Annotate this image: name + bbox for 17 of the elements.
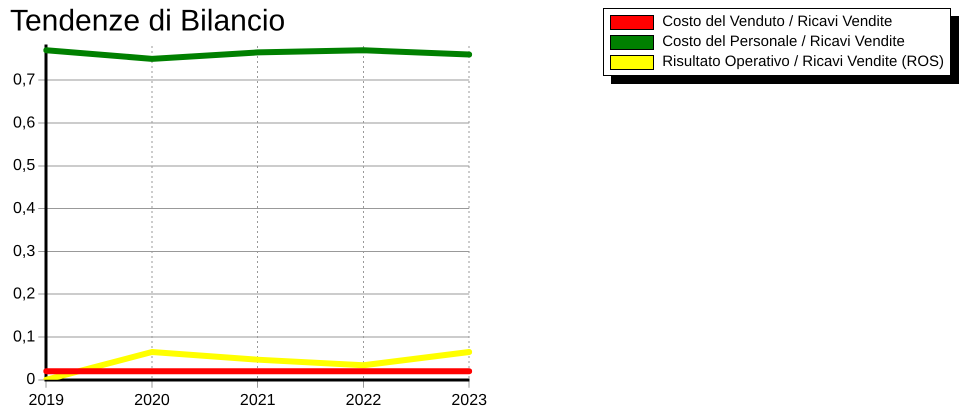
x-tick-label: 2023	[451, 392, 488, 409]
y-tick-label: 0,5	[12, 157, 36, 174]
y-tick-label: 0	[26, 371, 36, 388]
y-tick-label: 0,4	[12, 200, 36, 218]
y-tick-label: 0,7	[12, 72, 36, 89]
y-tick-label: 0,2	[12, 286, 36, 303]
x-tick-label: 2022	[346, 392, 382, 409]
legend-label: Costo del Personale / Ricavi Vendite	[662, 32, 905, 52]
x-tick-label: 2019	[28, 392, 64, 409]
y-tick-label: 0,6	[12, 114, 36, 132]
legend-label: Costo del Venduto / Ricavi Vendite	[662, 12, 892, 32]
y-tick-label: 0,3	[12, 242, 36, 260]
x-tick-label: 2020	[134, 392, 170, 409]
y-tick-label: 0,1	[12, 328, 36, 346]
chart-title: Tendenze di Bilancio	[10, 4, 286, 38]
x-tick-label: 2021	[240, 392, 276, 409]
legend-label: Risultato Operativo / Ricavi Vendite (ROS)	[662, 52, 944, 72]
